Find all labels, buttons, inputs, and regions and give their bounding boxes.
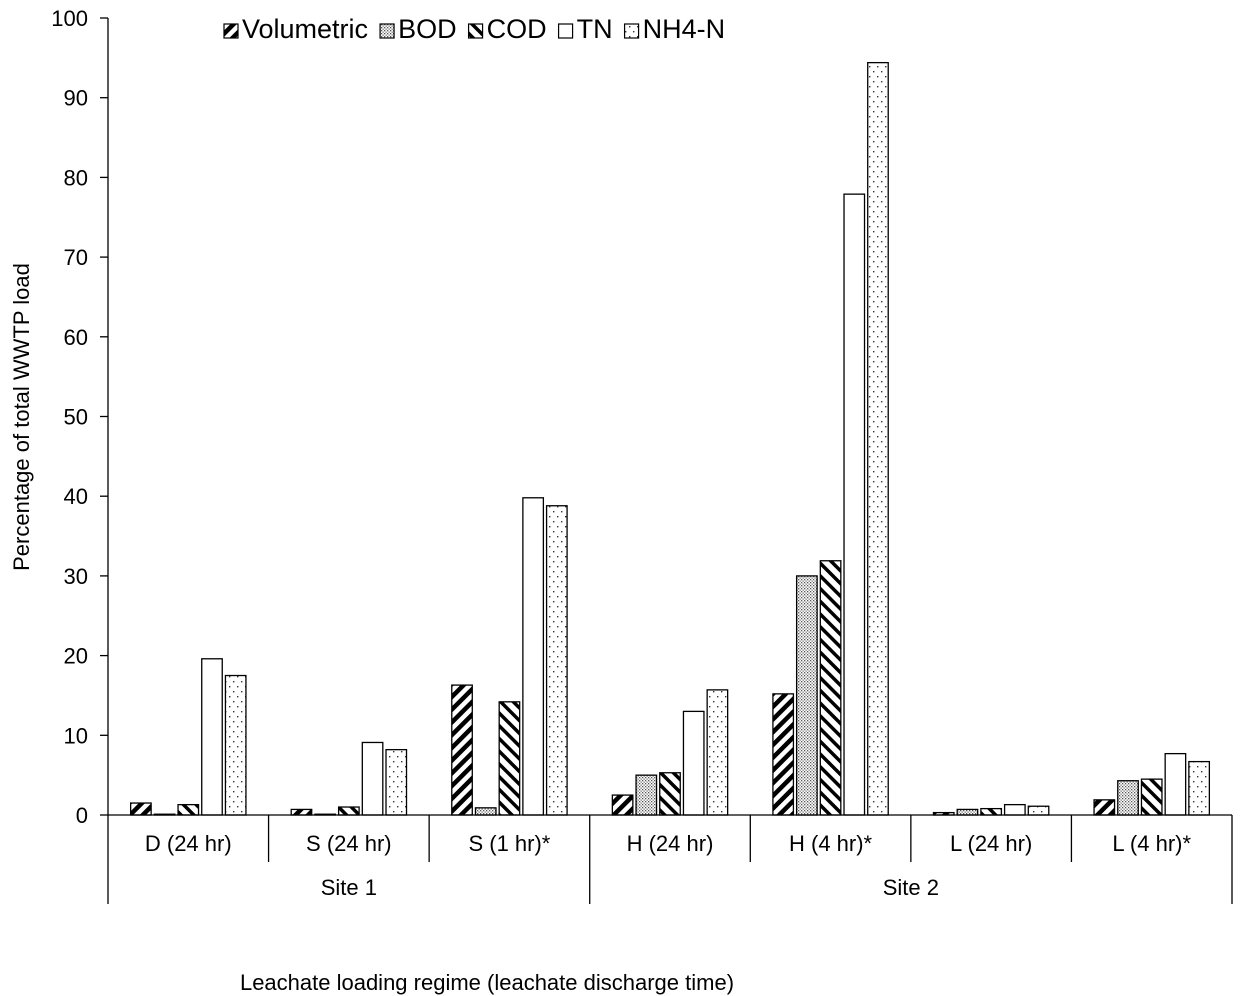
- legend-label: COD: [487, 14, 547, 44]
- bar-nh4-n-2: [545, 505, 568, 816]
- bar-volumetric-4: [772, 693, 795, 816]
- legend-swatch: [557, 23, 574, 39]
- x-tick-label: S (24 hr): [306, 831, 392, 856]
- bars: [129, 61, 1211, 816]
- bar-tn-5: [1003, 803, 1026, 816]
- bar-volumetric-2: [451, 684, 473, 816]
- bar-tn-1: [361, 741, 384, 816]
- bar-bod-5: [956, 808, 979, 816]
- bar-bod-2: [474, 807, 497, 816]
- y-tick-label: 70: [64, 245, 88, 270]
- x-tick-label: L (4 hr)*: [1112, 831, 1191, 856]
- y-tick-label: 20: [64, 644, 88, 669]
- legend-label: NH4-N: [643, 14, 726, 44]
- bar-nh4-n-5: [1027, 805, 1050, 816]
- legend-swatch: [223, 23, 239, 39]
- bar-volumetric-1: [290, 808, 313, 816]
- bar-nh4-n-6: [1188, 760, 1211, 816]
- bar-nh4-n-0: [224, 674, 247, 816]
- legend-label: TN: [577, 14, 613, 44]
- y-tick-label: 80: [64, 165, 88, 190]
- bar-tn-4: [843, 193, 866, 816]
- bar-tn-0: [201, 658, 223, 816]
- legend-swatch: [623, 23, 640, 39]
- bar-volumetric-6: [1093, 799, 1116, 816]
- bar-volumetric-0: [129, 802, 152, 816]
- bar-tn-3: [682, 710, 705, 816]
- bar-cod-0: [177, 803, 200, 816]
- bar-cod-1: [337, 806, 360, 816]
- y-tick-label: 50: [64, 405, 88, 430]
- bar-cod-3: [659, 772, 681, 816]
- legend: Volumetric BOD COD TN NH4-N: [223, 14, 726, 44]
- y-tick-label: 100: [51, 6, 88, 31]
- bar-cod-4: [819, 560, 842, 816]
- x-group-label: Site 2: [883, 875, 939, 900]
- bar-volumetric-3: [611, 794, 634, 816]
- y-tick-label: 40: [64, 484, 88, 509]
- x-axis-label: Leachate loading regime (leachate discha…: [240, 970, 734, 995]
- y-tick-label: 90: [64, 86, 88, 111]
- y-axis-label: Percentage of total WWTP load: [9, 263, 34, 571]
- y-tick-label: 0: [76, 803, 88, 828]
- y-tick-label: 30: [64, 564, 88, 589]
- bar-bod-4: [795, 575, 818, 816]
- x-tick-label: H (24 hr): [627, 831, 714, 856]
- x-tick-label: S (1 hr)*: [468, 831, 550, 856]
- bar-cod-5: [980, 807, 1003, 816]
- x-tick-label: D (24 hr): [145, 831, 232, 856]
- x-tick-label: H (4 hr)*: [789, 831, 873, 856]
- legend-label: BOD: [398, 14, 457, 44]
- legend-swatch: [379, 23, 395, 39]
- legend-swatch: [467, 23, 484, 39]
- y-tick-label: 10: [64, 723, 88, 748]
- bar-nh4-n-3: [706, 689, 729, 816]
- bar-bod-6: [1117, 780, 1139, 816]
- legend-label: Volumetric: [242, 14, 368, 44]
- axes: 0 10 20 30 40 50 60 70 80 90 100 D (24 hr) S (24 hr)…: [51, 6, 1233, 904]
- x-group-label: Site 1: [321, 875, 377, 900]
- bar-cod-2: [498, 701, 521, 816]
- bar-tn-2: [522, 497, 545, 816]
- bar-tn-6: [1164, 752, 1187, 816]
- bar-cod-6: [1140, 778, 1163, 816]
- bar-nh4-n-4: [867, 61, 889, 816]
- bar-nh4-n-1: [385, 749, 408, 816]
- bar-bod-3: [635, 774, 658, 816]
- x-tick-label: L (24 hr): [950, 831, 1032, 856]
- y-tick-label: 60: [64, 325, 88, 350]
